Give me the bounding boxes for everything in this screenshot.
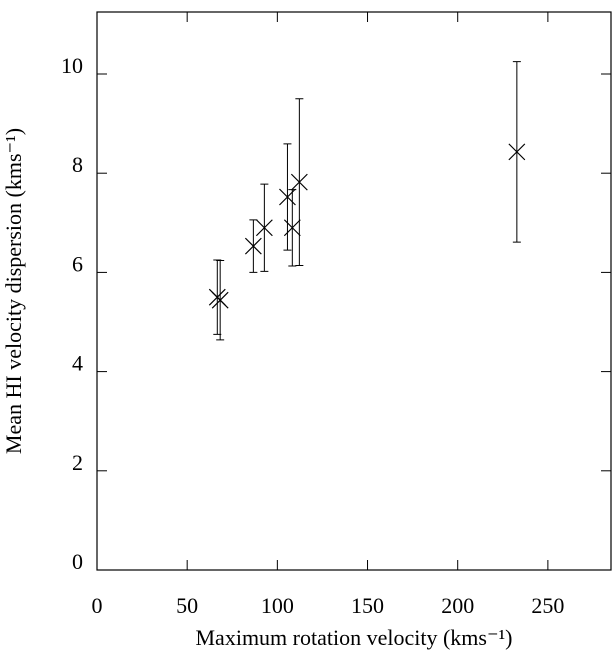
data-point bbox=[508, 143, 526, 161]
data-point bbox=[290, 173, 308, 191]
y-tick-label: 10 bbox=[61, 53, 83, 78]
y-tick-label: 6 bbox=[72, 251, 83, 276]
data-point bbox=[255, 219, 273, 237]
data-point bbox=[244, 237, 262, 255]
x-tick-label: 150 bbox=[351, 593, 384, 618]
data-point bbox=[211, 291, 229, 309]
x-tick-label: 250 bbox=[531, 593, 564, 618]
x-tick-label: 200 bbox=[441, 593, 474, 618]
y-tick-label: 0 bbox=[72, 549, 83, 574]
x-tick-label: 0 bbox=[92, 593, 103, 618]
y-tick-label: 4 bbox=[72, 351, 83, 376]
data-point bbox=[283, 219, 301, 237]
y-tick-label: 8 bbox=[72, 152, 83, 177]
x-tick-label: 100 bbox=[261, 593, 294, 618]
x-tick-label: 50 bbox=[176, 593, 198, 618]
plot-frame bbox=[96, 11, 612, 571]
y-tick-label: 2 bbox=[72, 450, 83, 475]
y-axis-title: Mean HI velocity dispersion (kms⁻¹) bbox=[1, 128, 26, 454]
x-axis-title: Maximum rotation velocity (kms⁻¹) bbox=[196, 625, 513, 650]
